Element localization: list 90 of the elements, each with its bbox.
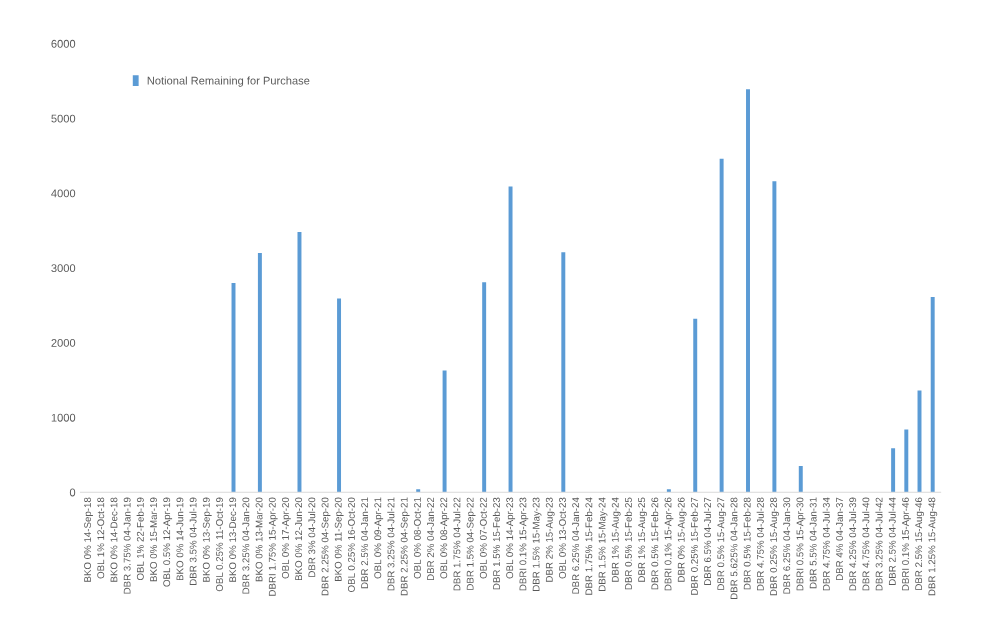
x-tick-label: DBR 2.5% 15-Aug-46 — [915, 497, 925, 590]
bar — [798, 466, 803, 493]
bar — [416, 489, 421, 493]
x-tick-label: DBRI 0.5% 15-Apr-30 — [796, 497, 806, 591]
x-tick-label: BKO 0% 11-Sep-20 — [334, 497, 344, 582]
x-tick-label: DBR 1% 15-Aug-24 — [611, 497, 621, 582]
x-tick-label: DBR 1.25% 15-Aug-48 — [928, 497, 938, 596]
bar — [772, 181, 777, 493]
y-tick-label: 3000 — [51, 264, 76, 273]
x-tick-label: DBR 4.75% 04-Jul-34 — [822, 497, 830, 591]
x-tick-label: OBL 0% 07-Oct-22 — [479, 497, 487, 579]
x-tick-label: DBR 0.25% 15-Aug-28 — [770, 497, 779, 596]
x-tick-label: DBR 1.5% 15-May-24 — [598, 497, 608, 591]
bar — [891, 448, 896, 493]
x-tick-label: OBL 0% 09-Apr-21 — [374, 497, 384, 579]
bar — [482, 282, 487, 493]
y-tick-label: 4000 — [51, 189, 76, 198]
x-tick-label: DBR 6.5% 04-Jul-27 — [703, 497, 712, 585]
x-tick-label: BKO 0% 14-Sep-18 — [84, 497, 93, 582]
y-tick-label: 6000 — [51, 39, 76, 48]
bar — [561, 252, 566, 493]
y-tick-label: 5000 — [51, 114, 76, 123]
x-tick-label: DBR 2.5% 04-Jan-21 — [361, 497, 369, 589]
x-tick-label: DBRI 0.1% 15-Apr-46 — [902, 497, 911, 591]
bar — [257, 252, 262, 493]
x-tick-label: DBR 3% 04-Jul-20 — [308, 497, 316, 577]
x-tick-label: DBR 1.75% 15-Feb-24 — [585, 497, 593, 595]
bar — [337, 298, 342, 493]
x-tick-label: DBR 1.5% 04-Sep-22 — [466, 497, 476, 590]
x-tick-label: DBR 4.75% 04-Jul-40 — [862, 497, 870, 591]
x-tick-label: DBR 3.25% 04-Jul-42 — [875, 497, 883, 591]
bar — [693, 318, 698, 493]
bar — [904, 429, 909, 493]
x-tick-label: DBRI 0.1% 15-Apr-23 — [519, 497, 529, 591]
x-tick-label: DBR 1.75% 04-Jul-22 — [453, 497, 461, 591]
x-tick-label: DBR 3.5% 04-Jul-19 — [189, 497, 197, 585]
x-tick-label: DBR 1% 15-Aug-25 — [638, 497, 647, 582]
bar — [930, 297, 935, 493]
x-tick-label: DBR 3.75% 04-Jan-19 — [123, 497, 131, 594]
bar — [746, 89, 750, 493]
x-tick-label: OBL 0.25% 16-Oct-20 — [347, 497, 355, 592]
x-tick-label: DBRI 1.75% 15-Apr-20 — [268, 497, 278, 596]
x-tick-label: OBL 1% 12-Oct-18 — [97, 497, 105, 579]
x-tick-label: DBR 0.5% 15-Feb-25 — [624, 497, 632, 590]
x-tick-label: OBL 0% 17-Apr-20 — [282, 497, 291, 579]
x-tick-label: DBR 2% 15-Aug-23 — [545, 497, 555, 582]
x-tick-label: DBR 2.25% 04-Sep-20 — [321, 497, 331, 596]
x-tick-label: OBL 0.5% 12-Apr-19 — [163, 497, 173, 587]
x-tick-label: DBR 5.625% 04-Jan-28 — [730, 497, 738, 600]
bar — [666, 489, 671, 493]
bar — [719, 158, 724, 493]
legend-label: Notional Remaining for Purchase — [147, 76, 310, 87]
x-tick-label: DBR 2.25% 04-Sep-21 — [400, 497, 410, 596]
x-tick-label: OBL 0% 14-Apr-23 — [506, 497, 516, 579]
x-tick-label: OBL 0% 08-Apr-22 — [440, 497, 450, 579]
x-tick-label: DBR 4.75% 04-Jul-28 — [756, 497, 764, 591]
x-tick-label: DBR 0% 15-Aug-26 — [677, 497, 687, 582]
x-tick-label: DBR 1.5% 15-Feb-23 — [492, 497, 500, 590]
x-tick-label: DBRI 0.1% 15-Apr-26 — [664, 497, 674, 591]
x-tick-label: OBL 0% 13-Oct-23 — [559, 497, 566, 579]
x-tick-label: DBR 0.5% 15-Feb-26 — [651, 497, 659, 590]
x-tick-label: DBR 6.25% 04-Jan-30 — [783, 497, 791, 594]
y-tick-label: 2000 — [51, 338, 76, 347]
x-tick-label: DBR 3.25% 04-Jul-21 — [387, 497, 395, 591]
x-tick-label: BKO 0% 13-Sep-19 — [202, 497, 212, 582]
x-tick-label: BKO 0% 13-Dec-19 — [229, 497, 237, 582]
x-tick-label: BKO 0% 13-Mar-20 — [255, 497, 263, 582]
x-tick-label: DBR 2% 04-Jan-22 — [427, 497, 434, 581]
x-tick-label: DBR 0.25% 15-Feb-27 — [690, 497, 698, 595]
x-tick-label: OBL 0.25% 11-Oct-19 — [216, 497, 223, 592]
x-tick-label: DBR 3.25% 04-Jan-20 — [242, 497, 250, 594]
bar — [508, 186, 513, 493]
x-tick-label: BKO 0% 14-Jun-19 — [176, 497, 184, 581]
x-tick-label: BKO 0% 12-Jun-20 — [295, 497, 303, 581]
y-tick-label: 1000 — [51, 413, 76, 422]
x-tick-label: DBR 5.5% 04-Jan-31 — [809, 497, 817, 589]
bar — [442, 370, 447, 493]
x-tick-label: DBR 2.5% 04-Jul-44 — [888, 497, 896, 585]
x-tick-label: BKO 0% 15-Mar-19 — [150, 497, 157, 582]
x-tick-label: DBR 4% 04-Jan-37 — [836, 497, 843, 581]
x-tick-label: BKO 0% 14-Dec-18 — [110, 497, 118, 582]
x-tick-label: OBL 0% 08-Oct-21 — [413, 497, 421, 579]
x-tick-label: DBR 0.5% 15-Feb-28 — [743, 497, 751, 590]
x-tick-label: DBR 4.25% 04-Jul-39 — [849, 497, 857, 591]
x-tick-label: OBL 1% 22-Feb-19 — [136, 497, 144, 581]
y-tick-label: 0 — [69, 488, 76, 497]
x-tick-label: DBR 6.25% 04-Jan-24 — [572, 497, 580, 594]
x-tick-label: DBR 0.5% 15-Aug-27 — [717, 497, 727, 590]
x-tick-label: DBR 1.5% 15-May-23 — [532, 497, 542, 591]
bar — [297, 232, 302, 493]
